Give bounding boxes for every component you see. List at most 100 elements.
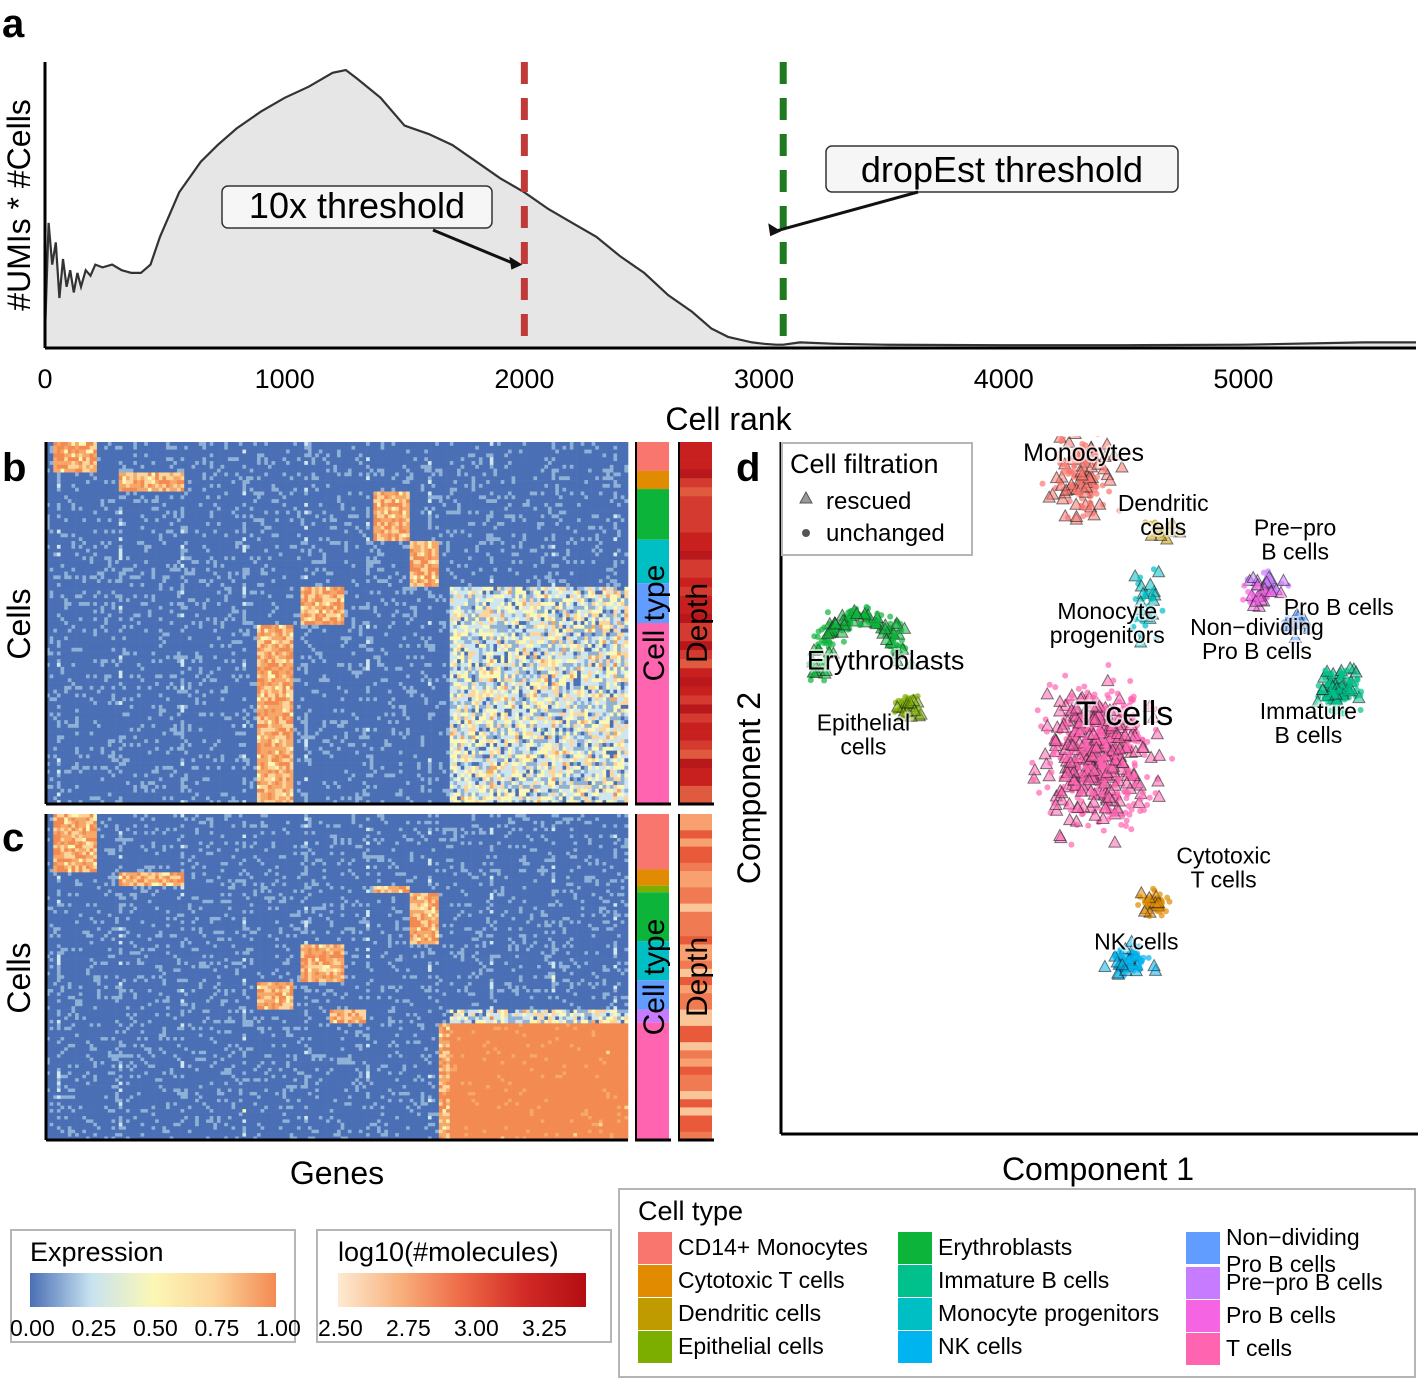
heat-cell xyxy=(104,495,108,499)
heat-cell xyxy=(315,488,319,492)
heat-cell xyxy=(603,457,607,461)
heat-cell xyxy=(130,495,134,499)
heat-cell xyxy=(253,480,257,484)
heat-cell xyxy=(242,511,246,515)
heat-cell xyxy=(421,472,425,476)
heat-cell xyxy=(544,484,548,488)
heat-cell xyxy=(483,465,487,469)
heat-cell xyxy=(184,472,188,476)
heat-cell xyxy=(246,526,250,530)
heat-cell xyxy=(446,526,450,530)
heat-cell xyxy=(213,446,217,450)
heat-cell xyxy=(75,472,79,476)
heat-cell xyxy=(93,514,97,518)
heat-cell xyxy=(388,450,392,454)
heat-cell xyxy=(108,465,112,469)
heat-cell xyxy=(508,488,512,492)
heat-cell xyxy=(304,476,308,480)
heat-cell xyxy=(253,518,257,522)
heat-cell xyxy=(435,507,439,511)
heat-cell xyxy=(246,472,250,476)
heat-cell xyxy=(326,492,330,496)
heat-cell xyxy=(410,453,414,457)
heat-cell xyxy=(610,457,614,461)
heat-cell xyxy=(515,511,519,515)
heat-cell xyxy=(341,530,345,534)
heat-cell xyxy=(603,495,607,499)
heat-cell xyxy=(533,511,537,515)
heat-cell xyxy=(253,476,257,480)
heat-cell xyxy=(519,469,523,473)
heat-cell xyxy=(111,488,115,492)
heat-cell xyxy=(148,488,152,492)
heat-cell xyxy=(224,507,228,511)
heat-cell xyxy=(486,480,490,484)
heat-cell xyxy=(188,457,192,461)
heat-cell xyxy=(541,526,545,530)
heat-cell xyxy=(68,530,72,534)
heat-cell xyxy=(439,476,443,480)
heat-cell xyxy=(181,461,185,465)
heat-cell xyxy=(592,511,596,515)
heat-cell xyxy=(148,495,152,499)
heat-cell xyxy=(272,472,276,476)
heat-cell xyxy=(79,518,83,522)
heat-cell xyxy=(173,522,177,526)
heat-cell xyxy=(282,518,286,522)
heat-cell xyxy=(606,469,610,473)
heat-cell xyxy=(181,450,185,454)
heat-cell xyxy=(468,453,472,457)
heat-cell xyxy=(228,472,232,476)
heat-cell xyxy=(239,495,243,499)
heat-cell xyxy=(246,457,250,461)
heat-cell xyxy=(111,461,115,465)
heat-cell xyxy=(493,499,497,503)
heat-cell xyxy=(457,526,461,530)
heat-cell xyxy=(217,453,221,457)
heat-cell xyxy=(115,526,119,530)
heat-cell xyxy=(442,492,446,496)
heat-cell xyxy=(359,511,363,515)
heat-cell xyxy=(264,450,268,454)
heat-cell xyxy=(566,450,570,454)
heat-cell xyxy=(330,492,334,496)
heat-cell xyxy=(581,472,585,476)
heat-cell xyxy=(257,476,261,480)
heat-cell xyxy=(184,457,188,461)
heat-cell xyxy=(610,514,614,518)
heat-cell xyxy=(541,465,545,469)
heat-cell xyxy=(406,507,410,511)
heat-cell xyxy=(257,488,261,492)
heat-cell xyxy=(199,480,203,484)
heat-cell xyxy=(439,511,443,515)
heat-cell xyxy=(228,480,232,484)
heat-cell xyxy=(326,472,330,476)
heat-cell xyxy=(79,450,83,454)
heat-cell xyxy=(450,457,454,461)
heat-cell xyxy=(246,476,250,480)
heat-cell xyxy=(188,522,192,526)
heat-cell xyxy=(599,522,603,526)
heat-cell xyxy=(217,442,221,446)
heat-cell xyxy=(264,472,268,476)
heat-cell xyxy=(603,469,607,473)
heat-cell xyxy=(228,442,232,446)
heat-cell xyxy=(82,480,86,484)
heat-cell xyxy=(326,488,330,492)
heat-cell xyxy=(90,511,94,515)
heat-cell xyxy=(406,526,410,530)
heat-cell xyxy=(64,530,68,534)
heat-cell xyxy=(402,507,406,511)
heat-cell xyxy=(348,499,352,503)
heat-cell xyxy=(141,530,145,534)
heat-cell xyxy=(210,476,214,480)
heat-cell xyxy=(392,469,396,473)
heat-cell xyxy=(261,526,265,530)
heat-cell xyxy=(75,514,79,518)
heat-cell xyxy=(581,522,585,526)
heat-cell xyxy=(483,476,487,480)
heat-cell xyxy=(122,446,126,450)
heat-cell xyxy=(373,480,377,484)
heat-cell xyxy=(421,499,425,503)
heat-cell xyxy=(613,442,617,446)
